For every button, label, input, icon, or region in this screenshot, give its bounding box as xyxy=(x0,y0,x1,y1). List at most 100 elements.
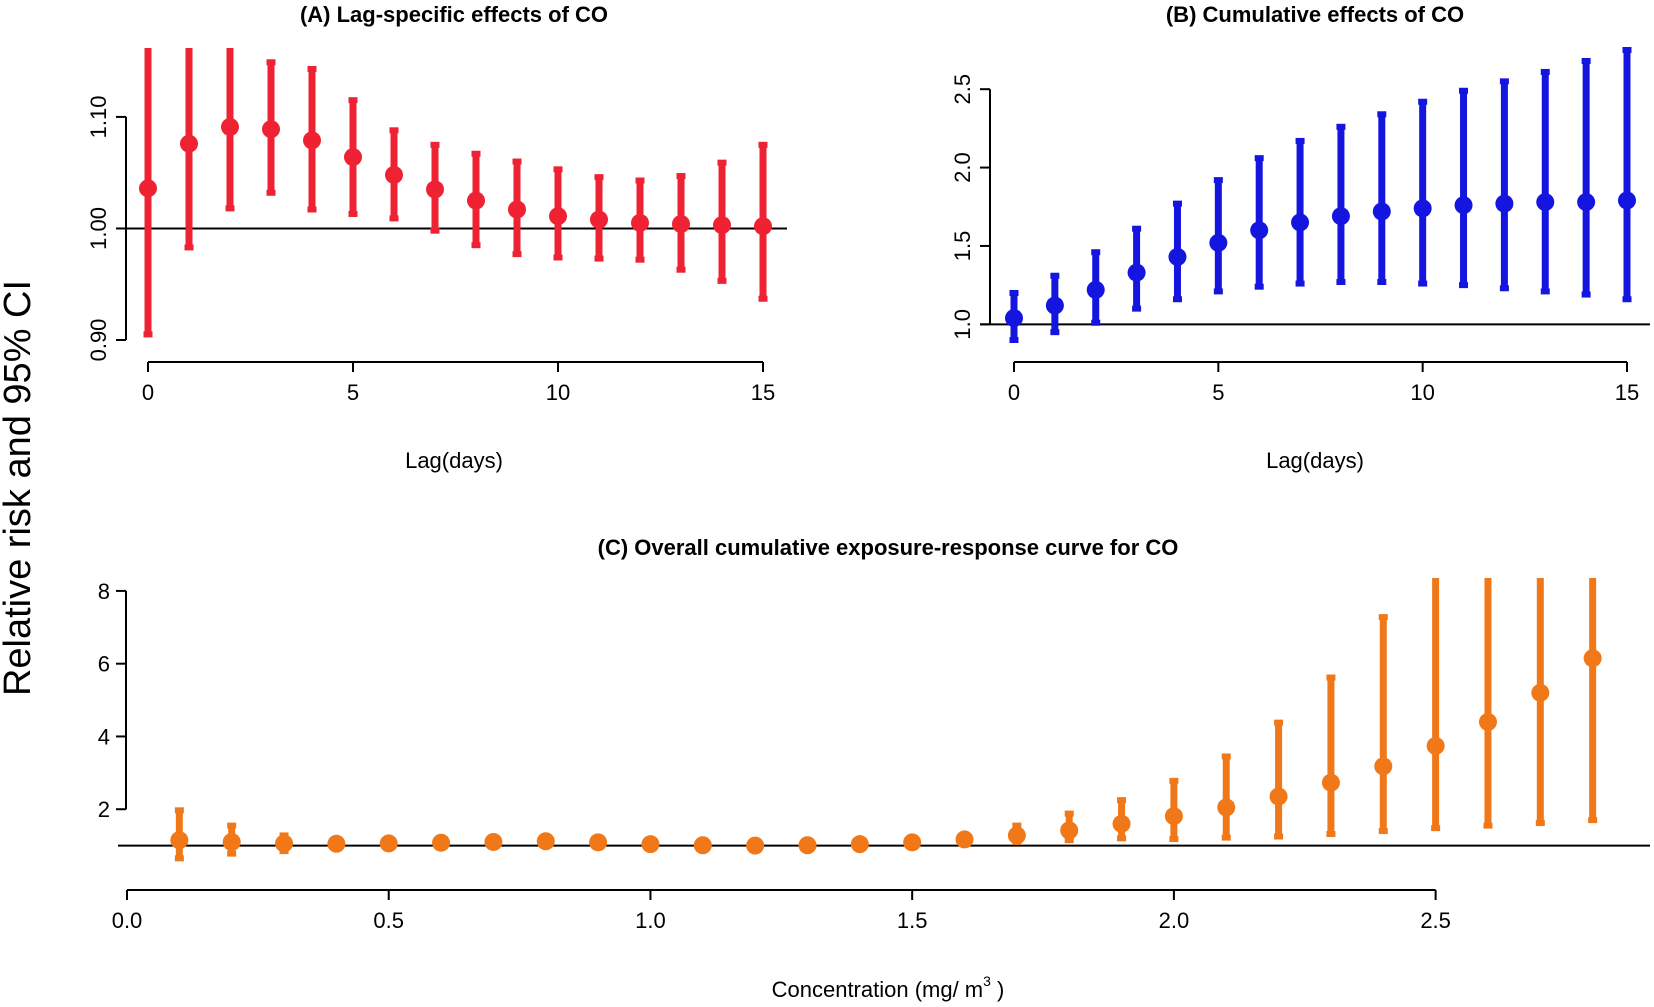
data-point xyxy=(1618,191,1636,210)
data-point xyxy=(850,835,869,854)
data-point xyxy=(426,180,444,199)
error-bar-2-23 xyxy=(1374,614,1393,835)
error-bar-2-25 xyxy=(1478,578,1497,829)
error-bar-0-2 xyxy=(221,48,239,212)
data-point xyxy=(303,131,321,150)
error-bar-0-0 xyxy=(139,48,157,338)
error-bar-2-2 xyxy=(275,832,294,855)
data-point xyxy=(1495,194,1514,213)
error-bar-2-27 xyxy=(1583,578,1602,824)
error-bar-2-13 xyxy=(850,835,869,854)
panel-c-x-axis-label-main: Concentration (mg/ m xyxy=(772,977,984,1002)
x-tick-label: 0 xyxy=(1008,380,1020,405)
y-axis: 2 4 6 8 xyxy=(98,579,127,822)
x-axis: 0 5 10 15 xyxy=(1008,361,1639,405)
data-point xyxy=(746,836,765,855)
error-bar-2-16 xyxy=(1007,822,1026,845)
data-point xyxy=(1250,221,1269,240)
error-bar-0-8 xyxy=(467,150,485,249)
error-bar-1-14 xyxy=(1577,57,1596,298)
error-bar-2-5 xyxy=(432,833,451,852)
data-point xyxy=(344,148,362,167)
error-bar-1-15 xyxy=(1618,47,1636,303)
data-point xyxy=(1005,309,1023,328)
y-tick-label: 6 xyxy=(98,652,110,677)
error-bar-1-4 xyxy=(1168,200,1187,303)
data-point xyxy=(1164,807,1183,826)
data-point xyxy=(754,217,772,236)
panel-b-title: (B) Cumulative effects of CO xyxy=(1166,2,1464,27)
panel-c-x-axis-label-superscript: 3 xyxy=(983,973,991,989)
y-tick-label: 4 xyxy=(98,724,110,749)
data-point xyxy=(508,200,526,219)
error-bar-1-6 xyxy=(1250,155,1269,290)
data-point xyxy=(955,830,974,849)
data-point xyxy=(379,834,398,853)
y-tick-label: 0.90 xyxy=(86,319,111,362)
error-bar-2-24 xyxy=(1426,578,1445,832)
error-bar-0-11 xyxy=(590,174,608,262)
panel-c: (C) Overall cumulative exposure-response… xyxy=(98,535,1650,1002)
x-tick-label: 1.0 xyxy=(635,908,666,933)
panel-c-title: (C) Overall cumulative exposure-response… xyxy=(598,535,1179,560)
data-point xyxy=(1372,202,1391,221)
error-bar-2-8 xyxy=(589,833,608,852)
x-tick-label: 5 xyxy=(1212,380,1224,405)
error-bar-1-8 xyxy=(1331,123,1350,285)
data-point xyxy=(1426,736,1445,755)
data-point xyxy=(222,832,241,851)
error-bar-2-7 xyxy=(536,832,555,851)
error-bar-2-17 xyxy=(1060,810,1079,844)
x-tick-label: 10 xyxy=(1410,380,1434,405)
x-tick-label: 15 xyxy=(1615,380,1639,405)
error-bar-2-26 xyxy=(1531,578,1550,827)
y-tick-label: 2 xyxy=(98,797,110,822)
data-point xyxy=(590,210,608,229)
error-bar-2-20 xyxy=(1217,753,1236,841)
data-point xyxy=(275,834,294,853)
data-point xyxy=(221,117,239,136)
data-point xyxy=(1168,247,1187,266)
error-bar-1-5 xyxy=(1209,177,1228,295)
data-point xyxy=(1127,263,1146,282)
error-bar-2-10 xyxy=(693,836,712,855)
error-bar-2-18 xyxy=(1112,797,1131,842)
error-bar-1-10 xyxy=(1413,98,1432,287)
panel-a-x-axis-label: Lag(days) xyxy=(405,448,503,473)
data-point xyxy=(1531,683,1550,702)
panel-b-plot: 1.0 1.5 2.0 2.5 0 5 10 15 xyxy=(950,47,1650,405)
panel-a-plot: 0.90 1.00 1.10 0 5 10 15 xyxy=(86,48,787,405)
y-tick-label: 2.5 xyxy=(950,74,975,105)
data-point xyxy=(262,120,280,139)
error-bar-2-14 xyxy=(903,833,922,852)
data-point xyxy=(1321,773,1340,792)
error-bar-0-6 xyxy=(385,127,403,222)
x-axis: 0 5 10 15 xyxy=(142,361,775,405)
error-bar-2-9 xyxy=(641,835,660,854)
error-bar-2-22 xyxy=(1321,674,1340,837)
data-point xyxy=(1086,280,1105,299)
x-tick-label: 5 xyxy=(347,380,359,405)
error-bar-0-3 xyxy=(262,59,280,196)
data-point xyxy=(1112,814,1131,833)
data-point xyxy=(798,836,817,855)
error-bar-1-11 xyxy=(1454,87,1473,289)
data-point xyxy=(484,832,503,851)
error-bar-2-6 xyxy=(484,832,503,851)
error-bar-2-3 xyxy=(327,834,346,853)
error-bar-0-12 xyxy=(631,177,649,263)
error-bar-2-1 xyxy=(222,822,241,857)
x-tick-label: 2.5 xyxy=(1420,908,1451,933)
data-point xyxy=(549,207,567,226)
data-point xyxy=(589,833,608,852)
panel-c-x-axis-label: Concentration (mg/ m3 ) xyxy=(772,973,1005,1002)
y-tick-label: 1.00 xyxy=(86,207,111,250)
data-point xyxy=(1583,649,1602,668)
error-bar-1-12 xyxy=(1495,78,1514,292)
error-bar-1-7 xyxy=(1291,137,1310,287)
error-bar-0-1 xyxy=(180,48,198,251)
data-point xyxy=(1577,193,1596,212)
data-point xyxy=(1413,199,1432,218)
data-point xyxy=(1374,757,1393,776)
